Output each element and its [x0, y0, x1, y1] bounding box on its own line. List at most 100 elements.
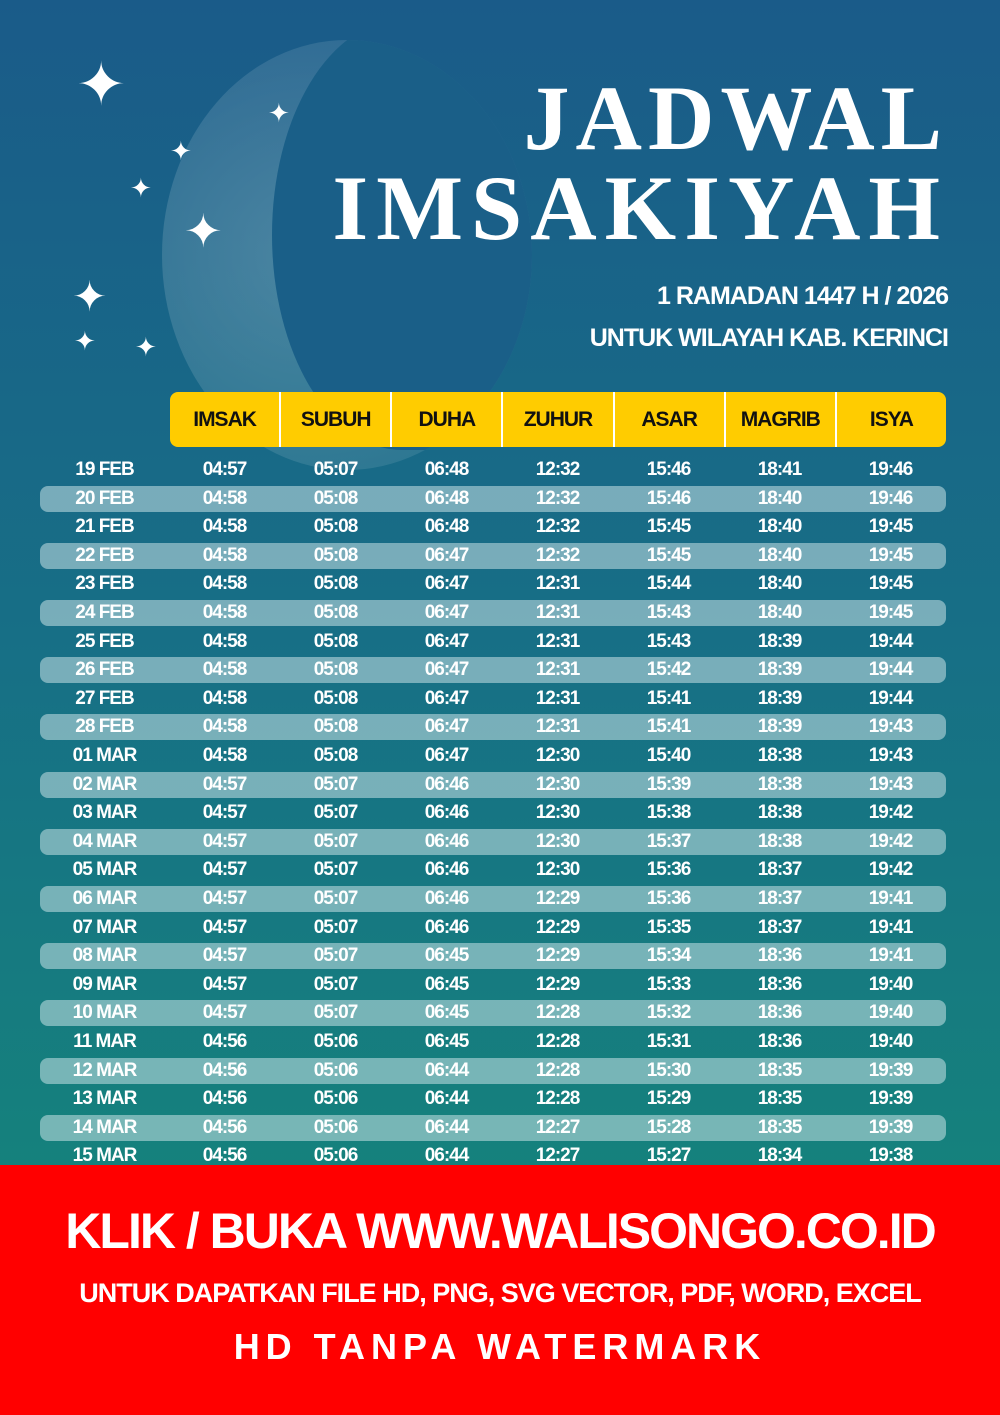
column-header-label: ISYA — [869, 407, 914, 431]
time-cell: 04:57 — [202, 859, 248, 881]
time-cell: 15:31 — [646, 1031, 692, 1052]
time-cell: 04:58 — [202, 659, 248, 681]
table-row: 12 MAR 04:56 05:06 06:44 12:28 15:30 18:35 19:3… — [40, 1057, 946, 1084]
time-cell: 04:56 — [202, 1088, 248, 1110]
time-cell: 05:07 — [313, 773, 359, 795]
time-cell: 06:45 — [424, 1002, 470, 1024]
column-header: SUBUH — [281, 392, 393, 447]
time-cell: 12:32 — [535, 487, 581, 509]
time-cell: 06:44 — [424, 1059, 470, 1081]
time-cell: 15:44 — [646, 573, 692, 595]
date-cell: 03 MAR — [72, 802, 138, 824]
time-cell: 12:30 — [535, 802, 581, 824]
star-icon: ✦ — [135, 332, 157, 362]
time-cell: 19:42 — [868, 859, 914, 881]
time-cell: 05:08 — [313, 487, 359, 509]
time-cell: 04:57 — [202, 888, 248, 909]
time-cell: 19:42 — [868, 830, 914, 852]
time-cell: 05:08 — [313, 573, 359, 595]
banner-line1[interactable]: KLIK / BUKA WWW.WALISONGO.CO.ID — [65, 1203, 936, 1259]
time-cell: 06:47 — [424, 687, 470, 709]
star-icon: ✦ — [72, 273, 108, 320]
time-cell: 05:06 — [313, 1031, 359, 1052]
time-cell: 15:40 — [646, 745, 692, 766]
time-cell: 04:57 — [202, 459, 248, 480]
table-row: 20 FEB 04:58 05:08 06:48 12:32 15:46 18:40 19:4… — [40, 485, 946, 512]
time-cell: 05:07 — [313, 916, 359, 938]
time-cell: 19:40 — [868, 973, 914, 995]
time-cell: 06:44 — [424, 1145, 470, 1167]
date-cell: 09 MAR — [72, 973, 138, 995]
time-cell: 06:45 — [424, 945, 470, 967]
time-cell: 05:07 — [313, 945, 359, 967]
table-row: 13 MAR 04:56 05:06 06:44 12:28 15:29 18:35 19:3… — [40, 1086, 946, 1112]
column-header: ASAR — [615, 392, 726, 447]
star-icon: ✦ — [74, 326, 96, 356]
time-cell: 05:08 — [313, 716, 359, 738]
time-cell: 15:39 — [646, 773, 692, 795]
column-header: DUHA — [392, 392, 504, 447]
time-cell: 05:08 — [313, 659, 359, 681]
time-cell: 05:07 — [313, 1002, 359, 1024]
table-row: 26 FEB 04:58 05:08 06:47 12:31 15:42 18:39 19:4… — [40, 657, 946, 684]
time-cell: 18:36 — [757, 945, 803, 967]
time-cell: 19:41 — [868, 916, 914, 938]
time-cell: 19:39 — [868, 1088, 914, 1110]
time-cell: 12:32 — [535, 544, 581, 566]
time-cell: 18:40 — [757, 573, 803, 595]
date-cell: 10 MAR — [72, 1002, 138, 1024]
table-row: 11 MAR 04:56 05:06 06:45 12:28 15:31 18:36 19:4… — [40, 1029, 946, 1055]
column-header-label: IMSAK — [193, 407, 257, 431]
time-cell: 06:46 — [424, 773, 470, 795]
time-cell: 05:07 — [313, 973, 359, 995]
time-cell: 06:44 — [424, 1116, 470, 1138]
table-row: 25 FEB 04:58 05:08 06:47 12:31 15:43 18:39 19:4… — [40, 629, 946, 655]
time-cell: 18:34 — [757, 1145, 803, 1167]
time-cell: 18:37 — [757, 888, 803, 909]
table-row: 19 FEB 04:57 05:07 06:48 12:32 15:46 18:41 19:4… — [40, 457, 946, 483]
table-row: 02 MAR 04:57 05:07 06:46 12:30 15:39 18:38 19:4… — [40, 771, 946, 798]
date-cell: 05 MAR — [72, 859, 138, 881]
time-cell: 19:44 — [868, 687, 914, 709]
time-cell: 06:46 — [424, 830, 470, 852]
time-cell: 04:58 — [202, 687, 248, 709]
banner-line2: UNTUK DAPATKAN FILE HD, PNG, SVG VECTOR,… — [79, 1278, 922, 1308]
date-cell: 24 FEB — [75, 602, 134, 623]
time-cell: 12:29 — [535, 916, 581, 938]
date-cell: 28 FEB — [75, 716, 134, 738]
subtitle-region: UNTUK WILAYAH KAB. KERINCI — [589, 324, 949, 352]
table-row: 08 MAR 04:57 05:07 06:45 12:29 15:34 18:36 19:4… — [40, 943, 946, 970]
time-cell: 12:28 — [535, 1031, 581, 1052]
time-cell: 06:47 — [424, 745, 470, 766]
time-cell: 15:36 — [646, 888, 692, 909]
time-cell: 05:07 — [313, 802, 359, 824]
time-cell: 18:36 — [757, 1002, 803, 1024]
time-cell: 18:41 — [757, 459, 803, 480]
time-cell: 06:47 — [424, 716, 470, 738]
time-cell: 04:57 — [202, 945, 248, 967]
table-row: 07 MAR 04:57 05:07 06:46 12:29 15:35 18:37 19:4… — [40, 915, 946, 941]
time-cell: 18:38 — [757, 773, 803, 795]
time-cell: 19:42 — [868, 802, 914, 824]
time-cell: 19:45 — [868, 573, 914, 595]
promo-banner[interactable]: KLIK / BUKA WWW.WALISONGO.CO.ID UNTUK DA… — [0, 1165, 1000, 1415]
column-header: ISYA — [837, 392, 946, 447]
time-cell: 19:40 — [868, 1031, 914, 1052]
column-header-label: DUHA — [418, 407, 477, 431]
time-cell: 18:40 — [757, 544, 803, 566]
table-row: 15 MAR 04:56 05:06 06:44 12:27 15:27 18:34 19:3… — [40, 1143, 946, 1169]
time-cell: 06:47 — [424, 659, 470, 681]
table-row: 06 MAR 04:57 05:07 06:46 12:29 15:36 18:37 19:4… — [40, 886, 946, 912]
time-cell: 15:36 — [646, 859, 692, 881]
time-cell: 19:38 — [868, 1145, 914, 1167]
time-cell: 18:35 — [757, 1116, 803, 1138]
date-cell: 08 MAR — [72, 945, 138, 967]
table-row: 09 MAR 04:57 05:07 06:45 12:29 15:33 18:36 19:4… — [40, 972, 946, 998]
date-cell: 19 FEB — [75, 459, 134, 480]
time-cell: 12:32 — [535, 459, 581, 480]
time-cell: 05:08 — [313, 630, 359, 652]
time-cell: 06:46 — [424, 859, 470, 881]
time-cell: 18:37 — [757, 859, 803, 881]
time-cell: 06:47 — [424, 630, 470, 652]
time-cell: 18:38 — [757, 802, 803, 824]
